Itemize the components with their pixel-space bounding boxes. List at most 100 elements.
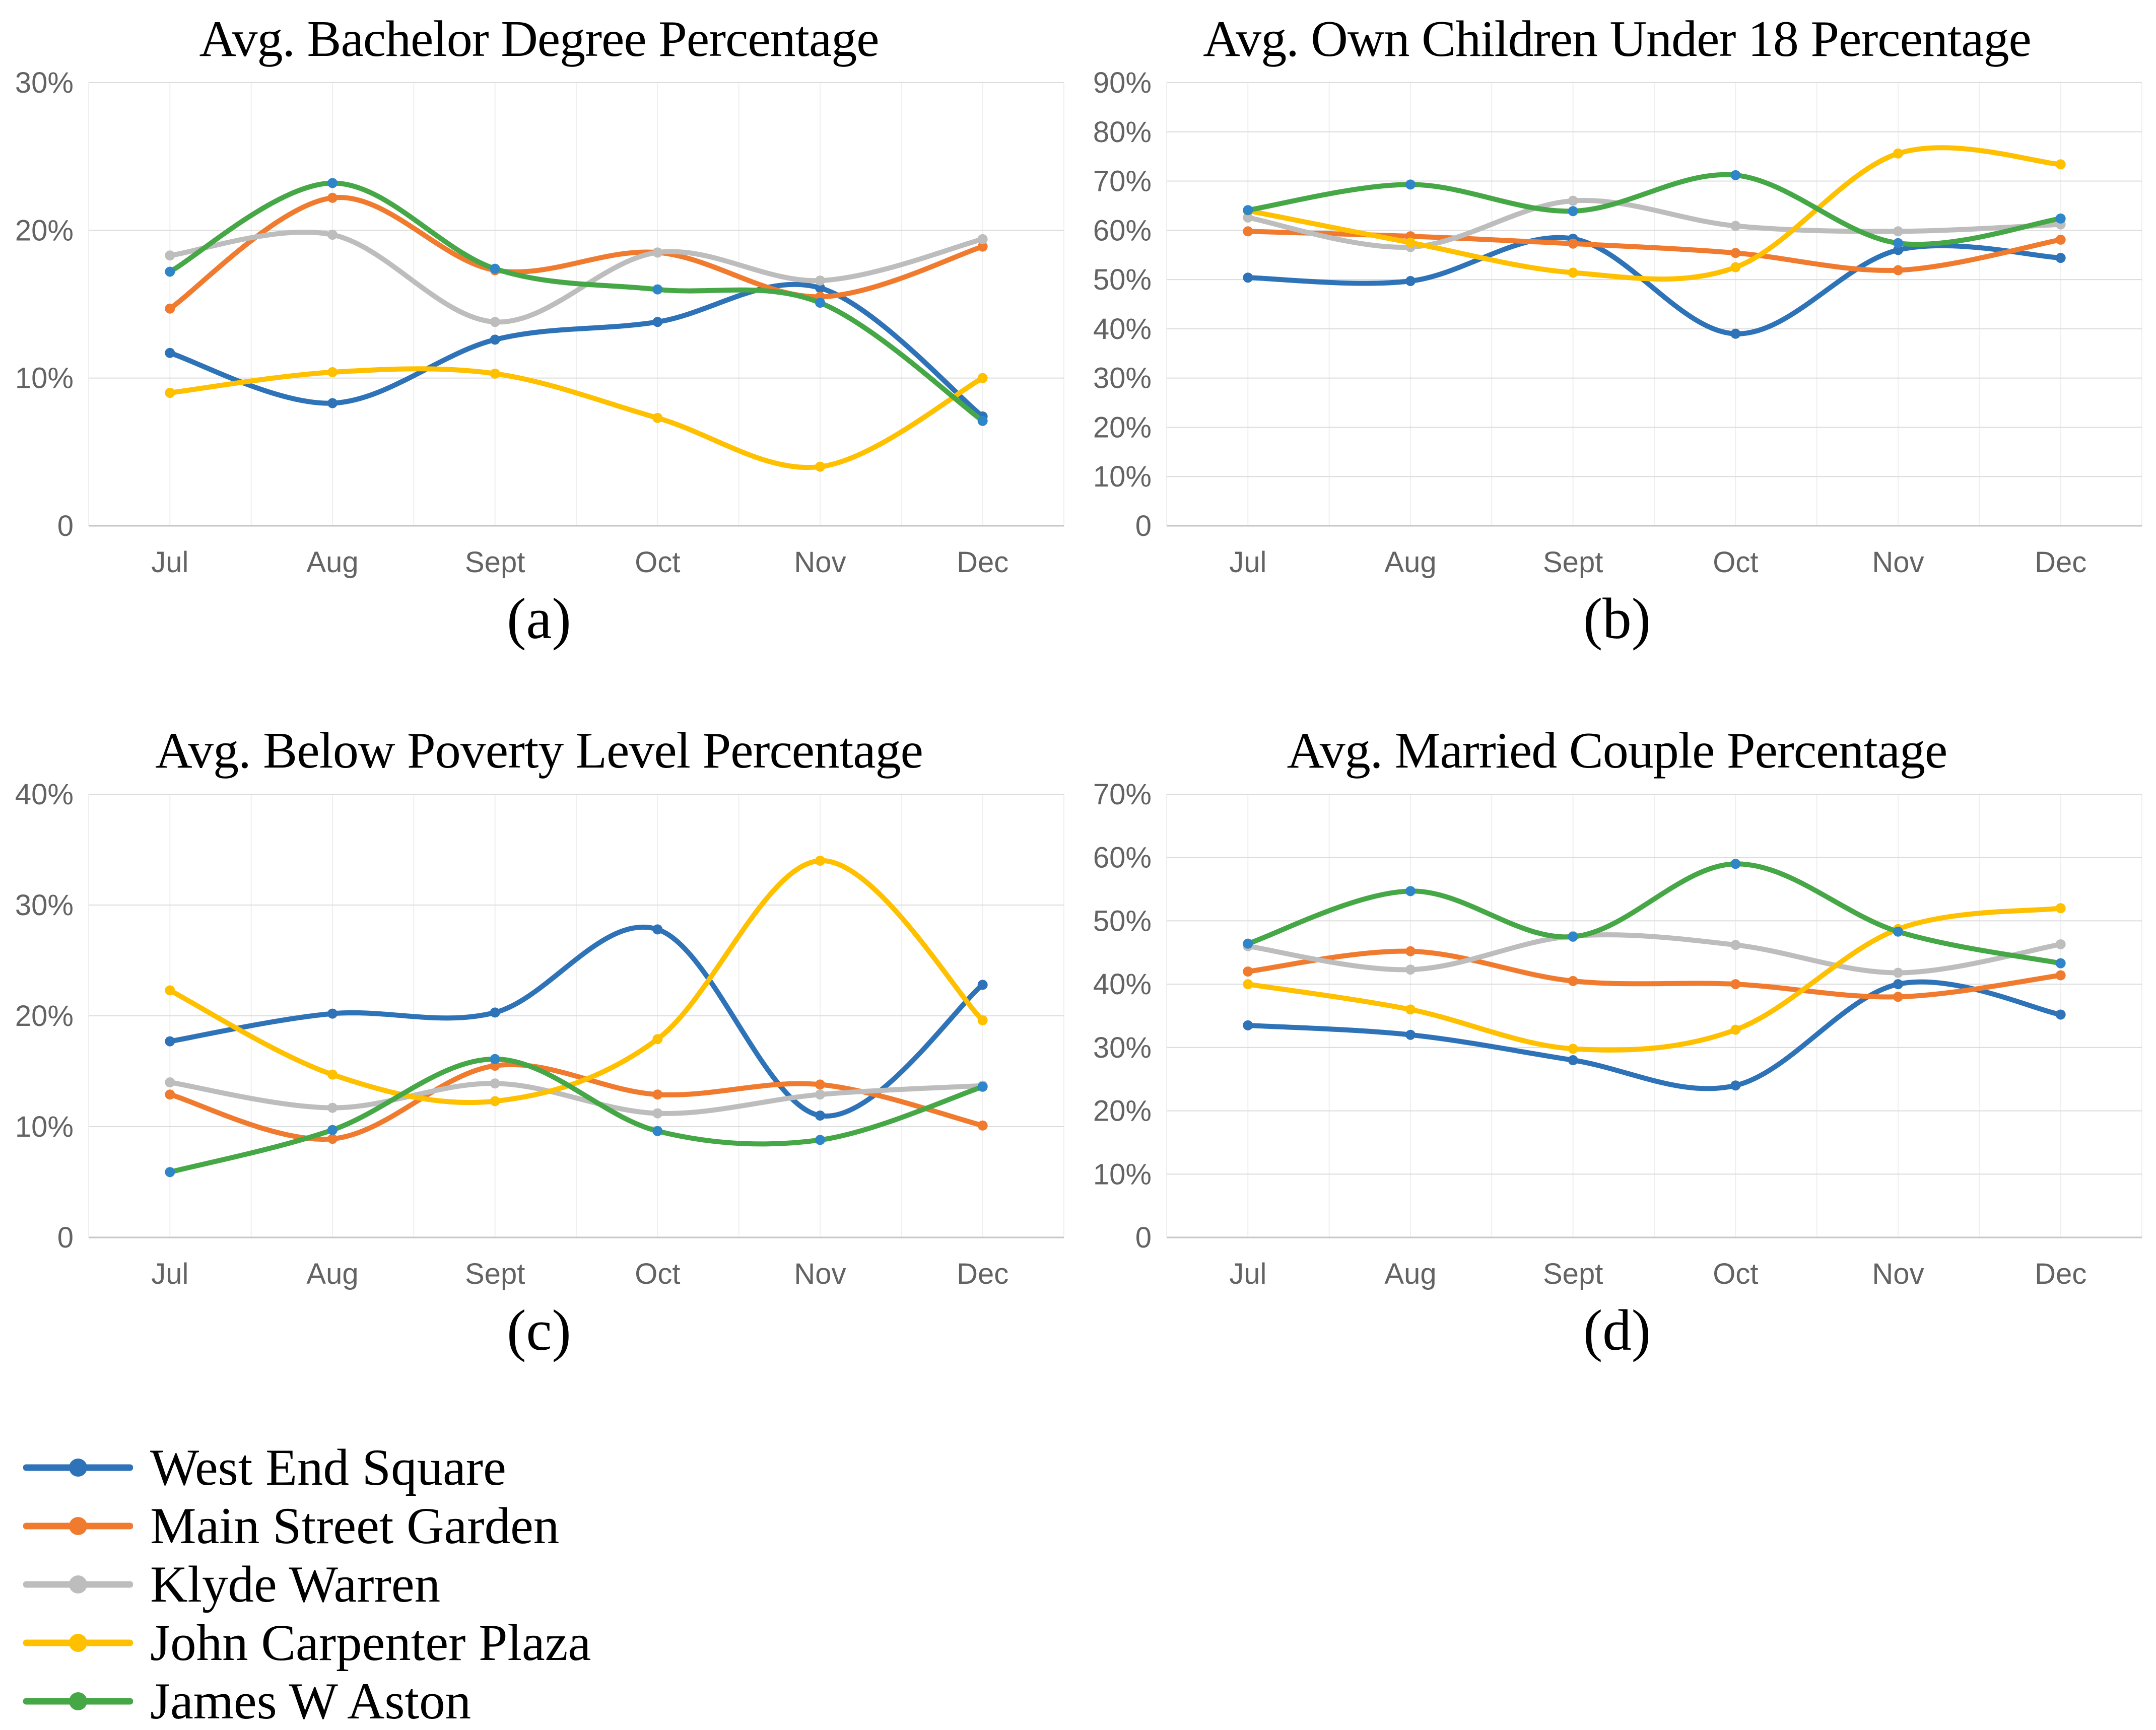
- james-w-aston-marker: [165, 266, 175, 277]
- legend-label: West End Square: [150, 1438, 506, 1496]
- panel-d: Avg. Married Couple Percentage 0 10% 20% 30…: [1078, 712, 2156, 1364]
- y-tick-label: 20%: [15, 215, 74, 247]
- james-w-aston-marker: [977, 416, 988, 426]
- legend-label: Klyde Warren: [150, 1555, 441, 1613]
- west-end-square-marker: [490, 334, 500, 345]
- y-tick-label: 30%: [1093, 362, 1152, 395]
- james-w-aston-marker: [165, 1167, 175, 1178]
- main-street-garden-marker: [1243, 226, 1253, 237]
- y-tick-label: 20%: [1093, 411, 1152, 444]
- y-tick-label: 20%: [15, 1000, 74, 1032]
- y-tick-label: 40%: [15, 779, 74, 811]
- james-w-aston-marker: [977, 1082, 988, 1092]
- john-carpenter-plaza-line: [167, 366, 985, 470]
- x-tick-label: Dec: [2035, 546, 2086, 579]
- x-tick-label: Oct: [1713, 1258, 1758, 1290]
- klyde-warren-marker: [165, 1077, 175, 1088]
- west-end-square-marker: [1243, 272, 1253, 283]
- panel-a: Avg. Bachelor Degree Percentage 0 10% 20% 3…: [0, 0, 1078, 652]
- y-tick-label: 10%: [1093, 1158, 1152, 1191]
- x-tick-label: Dec: [957, 1258, 1008, 1290]
- klyde-warren-marker: [2055, 939, 2066, 950]
- y-tick-label: 30%: [15, 67, 74, 99]
- x-tick-label: Nov: [1872, 1258, 1924, 1290]
- legend-item-john-carpenter-plaza: John Carpenter Plaza: [23, 1615, 591, 1671]
- main-street-garden-marker: [1243, 966, 1253, 977]
- chart-c-caption: (c): [507, 1298, 571, 1363]
- x-tick-label: Oct: [635, 546, 680, 579]
- west-end-square-marker: [1893, 979, 1903, 990]
- horizontal-gridlines: [89, 794, 1064, 1238]
- main-street-garden-marker: [1730, 248, 1741, 258]
- line-marker-icon: [23, 1575, 133, 1594]
- west-end-square-marker: [652, 924, 663, 935]
- james-w-aston-line: [1245, 172, 2063, 247]
- john-carpenter-plaza-marker: [165, 388, 175, 398]
- x-axis-tick-labels: Jul Aug Sept Oct Nov Dec: [151, 1258, 1008, 1290]
- james-w-aston-marker: [490, 1054, 500, 1065]
- john-carpenter-plaza-marker: [652, 413, 663, 424]
- james-w-aston-marker: [1893, 238, 1903, 248]
- main-street-garden-marker: [1893, 265, 1903, 275]
- james-w-aston-marker: [2055, 214, 2066, 224]
- line-marker-icon: [23, 1634, 133, 1652]
- x-tick-label: Aug: [1384, 546, 1436, 579]
- james-w-aston-marker: [327, 178, 338, 188]
- main-street-garden-marker: [1893, 992, 1903, 1002]
- james-w-aston-marker: [1730, 859, 1741, 869]
- west-end-square-marker: [652, 317, 663, 327]
- legend-label: Main Street Garden: [150, 1497, 560, 1555]
- james-w-aston-line: [167, 180, 985, 424]
- y-axis-tick-labels: 0 10% 20% 30% 40%: [15, 779, 74, 1254]
- west-end-square-line: [1245, 235, 2063, 336]
- james-w-aston-marker: [490, 263, 500, 274]
- x-tick-label: Sept: [1543, 1258, 1603, 1290]
- klyde-warren-marker: [652, 1108, 663, 1119]
- west-end-square-marker: [165, 348, 175, 358]
- legend: West End Square Main Street Garden Klyde…: [23, 1439, 591, 1729]
- main-street-garden-series: [1243, 226, 2066, 275]
- main-street-garden-marker: [652, 1089, 663, 1100]
- west-end-square-marker: [327, 398, 338, 408]
- chart-b-line-chart: 0 10% 20% 30% 40% 50% 60% 70% 80% 90% Jul Aug Sept Oc…: [1093, 67, 2142, 579]
- chart-a-caption: (a): [507, 587, 571, 651]
- west-end-square-line: [167, 282, 985, 420]
- legend-label: John Carpenter Plaza: [150, 1614, 591, 1672]
- chart-d-caption: (d): [1583, 1298, 1651, 1363]
- klyde-warren-marker: [490, 1078, 500, 1089]
- west-end-square-marker: [977, 980, 988, 990]
- klyde-warren-line: [167, 230, 985, 325]
- james-w-aston-line: [167, 1057, 985, 1175]
- james-w-aston-marker: [815, 1135, 825, 1145]
- james-w-aston-marker: [652, 1126, 663, 1137]
- main-street-garden-marker: [327, 1134, 338, 1144]
- james-w-aston-marker: [1243, 939, 1253, 949]
- west-end-square-series: [1243, 979, 2066, 1091]
- john-carpenter-plaza-marker: [165, 985, 175, 996]
- x-tick-label: Nov: [794, 546, 846, 579]
- chart-a-title: Avg. Bachelor Degree Percentage: [199, 11, 879, 67]
- main-street-garden-line: [1245, 229, 2063, 273]
- john-carpenter-plaza-marker: [1893, 148, 1903, 159]
- klyde-warren-marker: [1893, 226, 1903, 237]
- john-carpenter-plaza-marker: [1243, 979, 1253, 990]
- main-street-garden-line: [167, 195, 985, 311]
- klyde-warren-series: [165, 230, 988, 327]
- y-tick-label: 0: [57, 510, 74, 542]
- x-tick-label: Nov: [794, 1258, 846, 1290]
- y-tick-label: 70%: [1093, 165, 1152, 198]
- klyde-warren-marker: [815, 1089, 825, 1100]
- klyde-warren-marker: [1243, 213, 1253, 223]
- x-tick-label: Nov: [1872, 546, 1924, 579]
- west-end-square-series: [165, 924, 988, 1121]
- y-tick-label: 50%: [1093, 263, 1152, 296]
- legend-item-main-street-garden: Main Street Garden: [23, 1498, 591, 1554]
- y-tick-label: 10%: [15, 362, 74, 395]
- line-marker-icon: [23, 1517, 133, 1535]
- west-end-square-line: [167, 925, 985, 1119]
- legend-item-west-end-square: West End Square: [23, 1439, 591, 1496]
- klyde-warren-marker: [652, 247, 663, 258]
- x-tick-label: Sept: [1543, 546, 1603, 579]
- x-tick-label: Jul: [1229, 1258, 1266, 1290]
- klyde-warren-marker: [1730, 221, 1741, 231]
